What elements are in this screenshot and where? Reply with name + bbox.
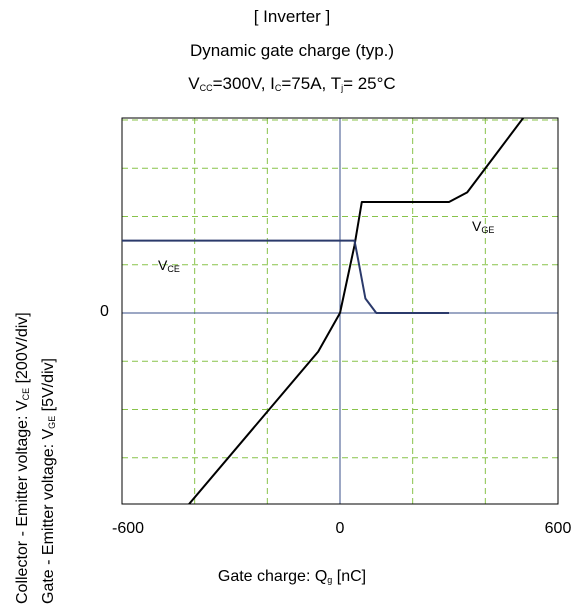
cond-tj-sub: j xyxy=(341,83,344,93)
chart-title-line1: [ Inverter ] xyxy=(253,7,331,26)
x-label-a: Gate charge: Q xyxy=(217,568,328,585)
chart-plot xyxy=(121,117,559,505)
x-tick-label: 600 xyxy=(544,520,572,537)
vge-curve xyxy=(187,118,525,504)
vge-label-sub: GE xyxy=(481,225,495,235)
cond-tj-val: = 25°C xyxy=(343,74,396,93)
vce-series-label: VCE xyxy=(158,257,180,274)
plot-frame xyxy=(121,117,559,505)
x-axis-label: Gate charge: Qg [nC] xyxy=(0,568,584,586)
vge-series-label: VGE xyxy=(472,218,494,235)
vge-label-main: V xyxy=(472,218,482,234)
x-tick-label: 0 xyxy=(335,520,345,537)
chart-conditions: VCC=300V, IC=75A, Tj= 25°C xyxy=(0,74,584,98)
cond-vcc-sub: CC xyxy=(199,83,213,93)
cond-ic-val: =75A, T xyxy=(281,74,342,93)
vce-label-main: V xyxy=(158,257,168,273)
chart-title-line2: Dynamic gate charge (typ.) xyxy=(189,41,395,60)
cond-vcc-val: =300V, I xyxy=(212,74,275,93)
cond-ic-sub: C xyxy=(274,83,282,93)
y-tick-zero: 0 xyxy=(100,303,109,320)
x-tick-label: -600 xyxy=(111,520,145,537)
x-label-sub: g xyxy=(327,575,333,585)
vce-label-sub: CE xyxy=(167,264,180,274)
cond-vcc: V xyxy=(188,74,200,93)
vce-curve xyxy=(122,239,449,314)
x-label-b: [nC] xyxy=(332,568,367,585)
